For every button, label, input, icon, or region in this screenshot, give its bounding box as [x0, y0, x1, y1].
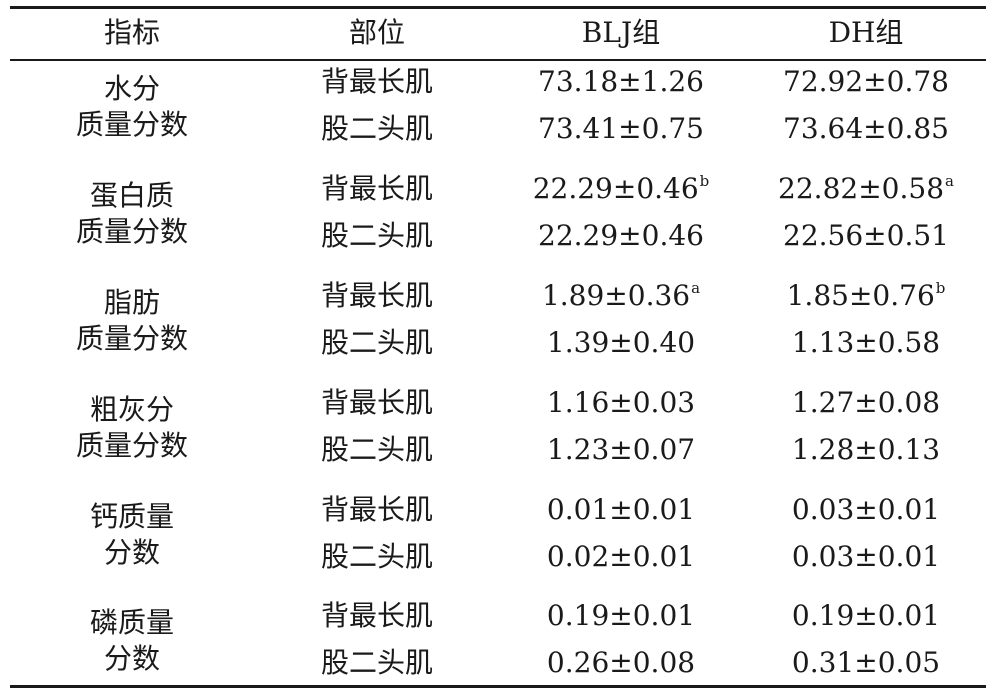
dh-cell: 0.03±0.01 — [791, 493, 941, 526]
significance-mark: a — [945, 172, 954, 190]
indicator-line: 粗灰分 — [89, 393, 175, 426]
indicator-line: 分数 — [103, 536, 161, 569]
blj-cell: 1.89±0.36a — [541, 279, 701, 312]
indicator-line: 脂肪 — [103, 286, 161, 319]
indicator-line: 蛋白质 — [89, 179, 175, 212]
part-cell: 股二头肌 — [320, 433, 434, 466]
header-blj: BLJ组 — [581, 16, 661, 49]
dh-cell: 73.64±0.85 — [783, 112, 949, 145]
indicator-line: 质量分数 — [75, 429, 189, 462]
dh-cell: 22.56±0.51 — [783, 219, 949, 252]
blj-cell: 0.02±0.01 — [546, 540, 696, 573]
indicator-label: 蛋白质 质量分数 — [76, 178, 188, 250]
part-cell: 背最长肌 — [320, 65, 434, 98]
indicator-line: 磷质量 — [89, 606, 175, 639]
blj-cell: 22.29±0.46b — [532, 172, 710, 205]
dh-cell: 0.19±0.01 — [791, 599, 941, 632]
part-cell: 背最长肌 — [320, 279, 434, 312]
indicator-label: 磷质量 分数 — [90, 605, 174, 677]
top-rule — [10, 6, 986, 9]
dh-cell: 1.85±0.76b — [786, 279, 946, 312]
header-rule — [10, 59, 986, 61]
header-part: 部位 — [348, 16, 406, 49]
significance-mark: b — [935, 279, 946, 297]
blj-cell: 73.18±1.26 — [538, 65, 704, 98]
blj-cell: 1.16±0.03 — [546, 386, 696, 419]
part-cell: 背最长肌 — [320, 172, 434, 205]
dh-cell: 0.03±0.01 — [791, 540, 941, 573]
part-cell: 股二头肌 — [320, 540, 434, 573]
blj-cell: 0.19±0.01 — [546, 599, 696, 632]
bottom-rule — [10, 685, 986, 688]
part-cell: 背最长肌 — [320, 493, 434, 526]
dh-cell: 1.27±0.08 — [791, 386, 941, 419]
part-cell: 背最长肌 — [320, 599, 434, 632]
part-cell: 股二头肌 — [320, 112, 434, 145]
header-dh: DH组 — [828, 16, 904, 49]
indicator-line: 质量分数 — [75, 108, 189, 141]
part-cell: 背最长肌 — [320, 386, 434, 419]
blj-cell: 0.01±0.01 — [546, 493, 696, 526]
blj-cell: 1.39±0.40 — [546, 326, 696, 359]
dh-cell: 1.28±0.13 — [791, 433, 941, 466]
indicator-line: 钙质量 — [89, 500, 175, 533]
dh-cell: 1.13±0.58 — [791, 326, 941, 359]
indicator-label: 钙质量 分数 — [90, 499, 174, 571]
part-cell: 股二头肌 — [320, 326, 434, 359]
dh-cell: 72.92±0.78 — [783, 65, 949, 98]
indicator-label: 水分 质量分数 — [76, 71, 188, 143]
significance-mark: a — [691, 279, 701, 297]
indicator-line: 分数 — [103, 642, 161, 675]
header-indicator: 指标 — [103, 16, 161, 49]
significance-mark: b — [699, 172, 710, 190]
dh-cell: 22.82±0.58a — [778, 172, 954, 205]
blj-cell: 1.23±0.07 — [546, 433, 696, 466]
blj-cell: 0.26±0.08 — [546, 646, 696, 679]
indicator-line: 质量分数 — [75, 322, 189, 355]
indicator-line: 水分 — [103, 72, 161, 105]
indicator-label: 粗灰分 质量分数 — [76, 392, 188, 464]
blj-cell: 73.41±0.75 — [538, 112, 704, 145]
part-cell: 股二头肌 — [320, 646, 434, 679]
dh-cell: 0.31±0.05 — [791, 646, 941, 679]
blj-cell: 22.29±0.46 — [538, 219, 704, 252]
indicator-line: 质量分数 — [75, 215, 189, 248]
indicator-label: 脂肪 质量分数 — [76, 285, 188, 357]
part-cell: 股二头肌 — [320, 219, 434, 252]
